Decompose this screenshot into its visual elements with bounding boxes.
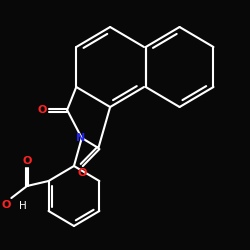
Text: O: O <box>77 168 86 178</box>
Text: O: O <box>22 156 32 166</box>
Text: N: N <box>76 133 86 143</box>
Text: O: O <box>37 105 46 115</box>
Text: O: O <box>1 200 11 210</box>
Text: H: H <box>19 201 27 211</box>
